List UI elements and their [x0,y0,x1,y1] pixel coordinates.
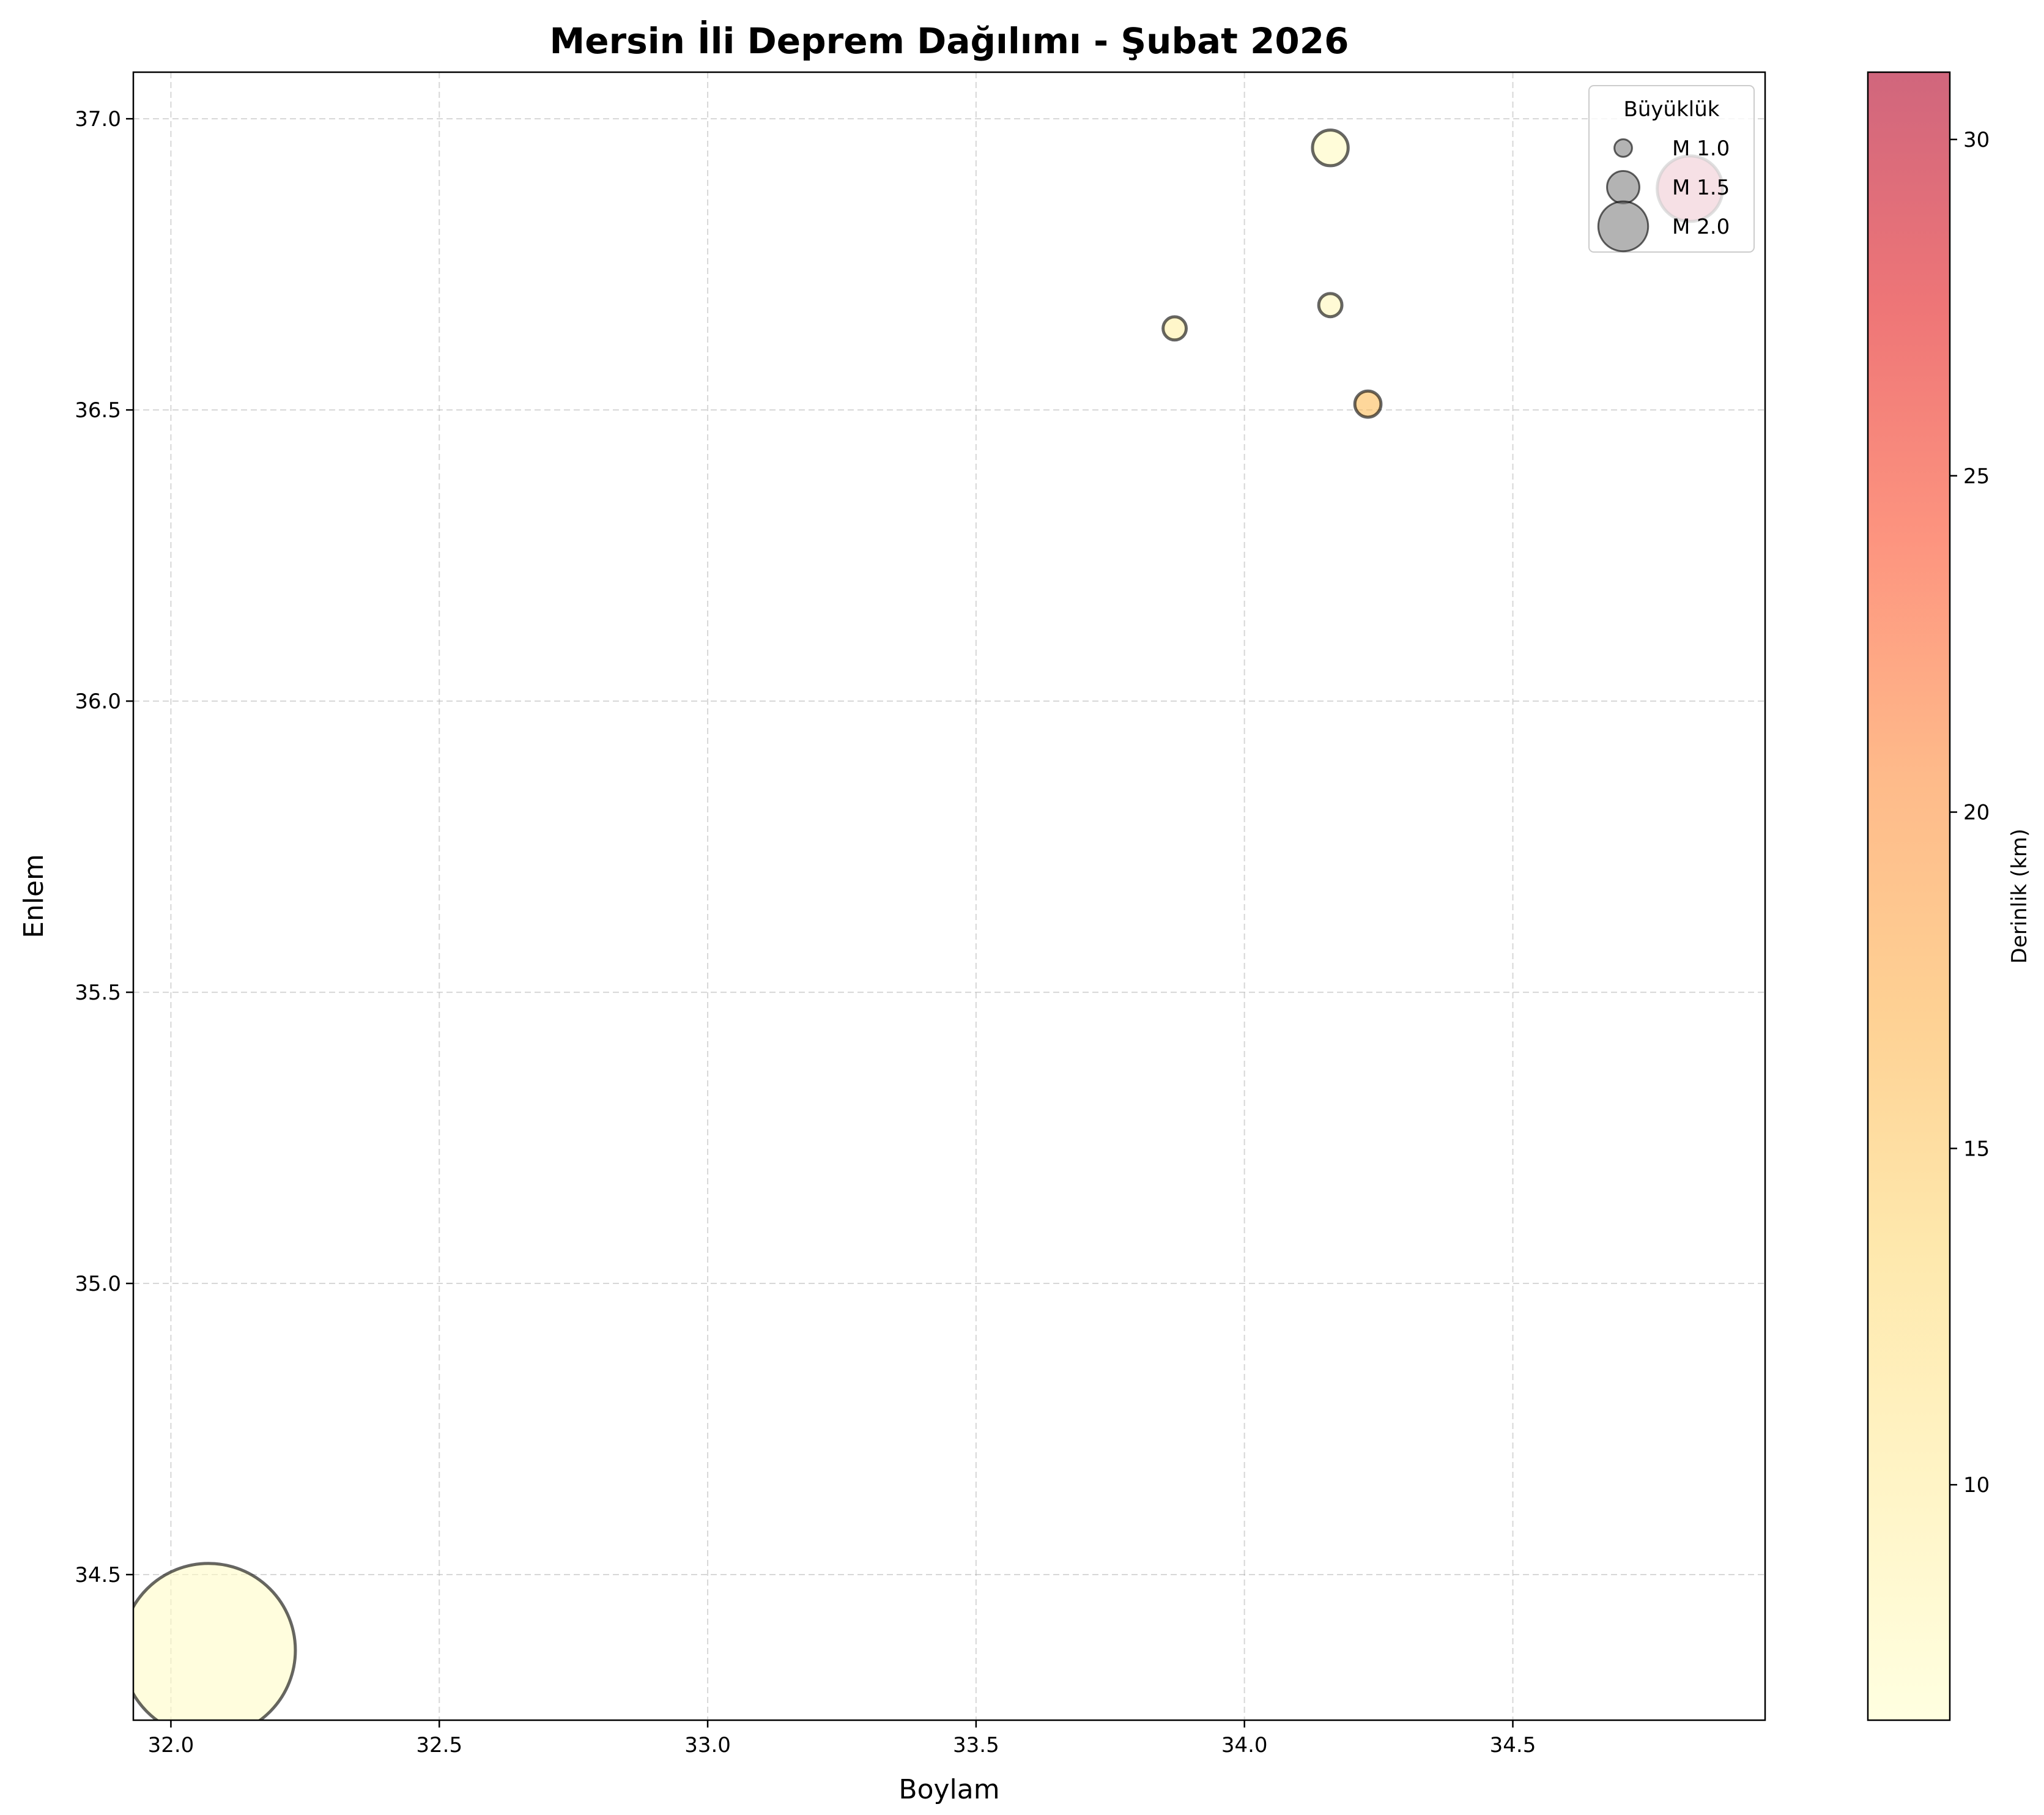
legend-marker [1613,138,1633,158]
x-tick-label: 33.0 [684,1733,731,1757]
colorbar-tick-label: 30 [1963,128,1990,152]
chart-title: Mersin İli Deprem Dağılımı - Şubat 2026 [550,20,1349,62]
colorbar-ticks: 10 15 20 25 30 [1950,128,1990,1498]
x-axis-label: Boylam [898,1774,999,1805]
y-tick-label: 36.5 [75,398,121,423]
colorbar-tick-label: 10 [1963,1473,1990,1498]
x-axis-ticks: 32.0 32.5 33.0 33.5 34.0 34.5 [148,1720,1536,1757]
earthquake-point [1353,389,1383,419]
colorbar-tick-label: 15 [1963,1137,1990,1161]
data-points [133,128,1725,1720]
earthquake-point [133,1562,297,1720]
legend-title: Büyüklük [1624,97,1720,122]
x-tick-label: 32.0 [148,1733,194,1757]
y-tick-label: 36.0 [75,689,121,714]
legend-label: M 2.0 [1672,215,1730,239]
size-legend: Büyüklük M 1.0 M 1.5 M 2.0 [1588,85,1755,253]
colorbar: 10 15 20 25 30 Derinlik (km) [1867,71,2032,1721]
x-tick-label: 34.0 [1221,1733,1268,1757]
x-tick-label: 32.5 [416,1733,462,1757]
colorbar-label: Derinlik (km) [2007,829,2032,964]
grid-lines [133,72,1765,1720]
plot-area-frame [132,71,1766,1721]
colorbar-gradient [1868,72,1950,1720]
legend-label: M 1.0 [1672,136,1730,161]
earthquake-point [1161,315,1188,342]
colorbar-frame [1867,71,1951,1721]
earthquake-point [1311,128,1350,168]
legend-marker [1597,200,1650,253]
y-axis-label: Enlem [18,854,50,938]
colorbar-tick-label: 25 [1963,464,1990,489]
y-tick-label: 37.0 [75,107,121,132]
earthquake-point [1317,292,1344,319]
y-axis-ticks: 34.5 35.0 35.5 36.0 36.5 37.0 [75,107,133,1587]
legend-label: M 1.5 [1672,176,1730,200]
x-tick-label: 33.5 [953,1733,999,1757]
x-tick-label: 34.5 [1490,1733,1536,1757]
y-tick-label: 34.5 [75,1563,121,1587]
y-tick-label: 35.0 [75,1272,121,1296]
y-tick-label: 35.5 [75,981,121,1005]
legend-marker [1606,170,1640,204]
colorbar-tick-label: 20 [1963,801,1990,825]
